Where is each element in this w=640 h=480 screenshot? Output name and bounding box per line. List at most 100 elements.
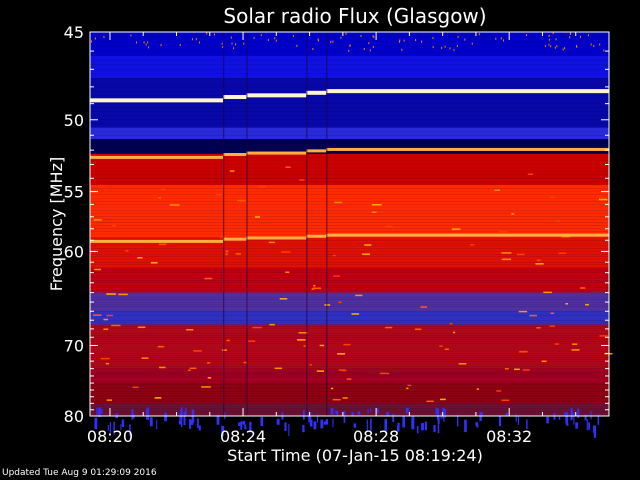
spectrogram-speckle <box>444 348 449 350</box>
spectrogram-noise <box>91 32 613 438</box>
spectrogram-band <box>90 361 609 364</box>
spectrogram-speckle <box>156 419 158 430</box>
chart-title: Solar radio Flux (Glasgow) <box>223 4 486 28</box>
spectrogram-band <box>90 408 609 410</box>
spectrogram-speckle <box>157 345 165 348</box>
spectrogram-speckle <box>225 250 229 253</box>
spectrogram-speckle <box>180 409 183 420</box>
spectrogram-speckle <box>518 310 528 313</box>
spectrogram-speckle <box>325 419 328 425</box>
spectrogram-speckle <box>221 42 223 45</box>
spectrogram-speckle <box>403 39 405 42</box>
segment-break <box>223 32 225 416</box>
spectrogram-speckle <box>401 48 403 51</box>
spectrogram-band <box>90 304 609 307</box>
spectrogram-speckle <box>198 425 201 431</box>
spectrogram-speckle <box>402 415 406 428</box>
spectrogram-speckle <box>320 419 324 429</box>
spectrogram-speckle <box>441 46 443 49</box>
spectrogram-speckle <box>141 357 149 359</box>
spectrogram-speckle <box>603 49 605 52</box>
spectrogram-speckle <box>332 40 334 43</box>
spectrogram-band <box>90 285 609 288</box>
spectrogram-speckle <box>562 48 564 51</box>
spectrogram-band <box>90 178 609 182</box>
spectrogram-speckle <box>113 421 115 435</box>
segment-break <box>326 32 328 416</box>
spectrogram-speckle <box>130 34 132 37</box>
spectrogram-speckle <box>360 34 362 37</box>
spectrogram-band <box>90 290 609 293</box>
spectrogram-band <box>90 311 609 314</box>
plot-frame <box>89 31 610 417</box>
spectrogram-band <box>90 46 609 52</box>
spectrogram-speckle <box>399 39 401 42</box>
spectrogram-band <box>90 339 609 342</box>
spectrogram-speckle <box>191 38 193 41</box>
spectrogram-speckle <box>372 35 374 38</box>
spectrogram-speckle <box>183 414 186 426</box>
emission-line <box>326 89 609 94</box>
spectrogram-speckle <box>565 302 568 305</box>
spectrogram-speckle <box>552 32 554 35</box>
emission-line <box>306 149 327 153</box>
spectrogram-speckle <box>421 423 424 431</box>
spectrogram-speckle <box>240 421 243 430</box>
emission-line <box>246 151 307 155</box>
spectrogram-band <box>90 225 609 229</box>
spectrogram-band <box>90 363 609 365</box>
spectrogram-speckle <box>125 250 129 252</box>
spectrogram-speckle <box>569 32 571 35</box>
spectrogram-speckle <box>348 49 350 52</box>
spectrogram-speckle <box>222 46 224 49</box>
spectrogram-speckle <box>179 44 181 47</box>
spectrogram-band <box>90 355 609 358</box>
x-axis-label: Start Time (07-Jan-15 08:19:24) <box>227 446 483 465</box>
spectrogram-band <box>90 78 609 83</box>
spectrogram-speckle <box>159 366 166 369</box>
spectrogram-speckle <box>544 45 546 48</box>
spectrogram-speckle <box>309 419 313 427</box>
spectrogram-band <box>90 401 609 404</box>
spectrogram-speckle <box>120 424 122 431</box>
spectrogram-speckle <box>103 328 109 331</box>
spectrogram-speckle <box>233 47 235 50</box>
spectrogram-speckle <box>279 298 288 300</box>
spectrogram-speckle <box>558 416 561 420</box>
spectrogram-band <box>90 73 609 79</box>
spectrogram-band <box>90 388 609 391</box>
spectrogram-band <box>90 411 609 413</box>
spectrogram-speckle <box>502 39 504 42</box>
spectrogram-speckle <box>353 423 357 428</box>
spectrogram-speckle <box>501 258 512 261</box>
spectrogram-speckle <box>598 198 608 201</box>
spectrogram-speckle <box>549 196 555 199</box>
x-tick-label: 08:28 <box>353 427 399 446</box>
spectrogram-speckle <box>330 387 334 390</box>
spectrogram-speckle <box>147 407 150 421</box>
spectrogram-speckle <box>527 173 534 175</box>
spectrogram-speckle <box>313 284 316 287</box>
spectrogram-speckle <box>377 408 379 414</box>
spectrogram-speckle <box>426 400 434 403</box>
spectrogram-speckle <box>137 257 143 259</box>
spectrogram-speckle <box>593 44 595 47</box>
y-axis-label: Frequency [MHz] <box>47 157 66 291</box>
spectrogram-speckle <box>443 411 445 422</box>
spectrogram-band <box>90 91 609 96</box>
spectrogram-band <box>90 243 609 246</box>
spectrogram-speckle <box>106 293 116 295</box>
spectrogram-speckle <box>189 419 192 429</box>
spectrogram-speckle <box>548 38 550 41</box>
spectrogram-speckle <box>590 43 592 46</box>
spectrogram-band <box>90 313 609 316</box>
spectrogram-speckle <box>541 360 547 363</box>
spectrogram-speckle <box>94 37 96 40</box>
spectrogram-band <box>90 213 609 217</box>
spectrogram-speckle <box>372 45 374 48</box>
spectrogram-speckle <box>269 323 275 326</box>
spectrogram-band <box>90 262 609 265</box>
spectrogram-speckle <box>311 288 315 290</box>
spectrogram-speckle <box>432 36 434 39</box>
spectrogram-band <box>90 254 609 257</box>
